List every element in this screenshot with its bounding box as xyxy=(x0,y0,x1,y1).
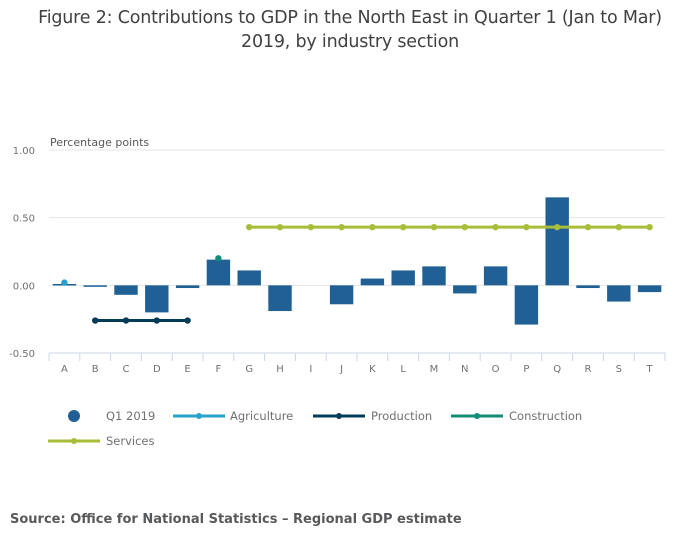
bar xyxy=(545,197,569,286)
source-note: Source: Office for National Statistics –… xyxy=(10,512,462,527)
x-tick-label: N xyxy=(461,364,468,375)
gridlines xyxy=(49,149,665,354)
services-point xyxy=(400,223,407,231)
agriculture-point xyxy=(61,279,68,286)
x-tick-label: R xyxy=(585,364,592,375)
chart-title-line-2: 2019, by industry section xyxy=(241,32,459,52)
x-tick-label: K xyxy=(369,364,376,375)
services-point xyxy=(492,223,499,231)
legend-label-q1-2019: Q1 2019 xyxy=(106,409,155,423)
y-tick-label: 0.00 xyxy=(13,281,35,292)
bar xyxy=(391,270,415,286)
production-point xyxy=(184,317,191,324)
x-tick-label: C xyxy=(123,364,130,375)
x-tick-label: S xyxy=(616,364,622,375)
chart-title-line-1: Figure 2: Contributions to GDP in the No… xyxy=(38,8,662,28)
x-axis: A B C D E F G H I J K L M N O P Q R S T xyxy=(48,352,666,375)
bar xyxy=(422,266,446,286)
x-tick-label: M xyxy=(430,364,439,375)
services-point xyxy=(584,223,592,231)
x-tick-label: B xyxy=(92,364,99,375)
x-tick-label: Q xyxy=(553,364,561,375)
bar xyxy=(237,270,261,286)
services-point xyxy=(554,223,561,231)
x-tick-label: T xyxy=(646,364,654,375)
bar xyxy=(83,285,107,287)
bar xyxy=(514,285,539,325)
bar xyxy=(206,259,231,286)
legend-marker-construction xyxy=(474,413,480,419)
bar xyxy=(483,266,508,286)
x-tick-label: L xyxy=(400,364,406,375)
services-point xyxy=(338,223,345,231)
services-point xyxy=(615,223,622,231)
bar xyxy=(145,285,169,313)
legend-label-services: Services xyxy=(106,434,155,448)
y-axis: 1.00 0.50 0.00 -0.50 xyxy=(9,146,35,360)
x-tick-label: I xyxy=(309,364,312,375)
legend-marker-services xyxy=(71,438,77,444)
services-point xyxy=(430,223,438,231)
line-series xyxy=(61,223,653,324)
services-point xyxy=(369,223,376,231)
services-point xyxy=(461,223,468,231)
bar xyxy=(268,285,292,312)
bar xyxy=(576,285,600,289)
x-tick-label: J xyxy=(339,364,343,375)
x-tick-label: G xyxy=(245,364,253,375)
chart-title: Figure 2: Contributions to GDP in the No… xyxy=(0,6,700,54)
legend-label-construction: Construction xyxy=(509,409,582,423)
bar xyxy=(329,285,354,305)
bar xyxy=(637,285,662,293)
legend: Q1 2019 Agriculture Production Construction… xyxy=(48,409,582,448)
services-point xyxy=(523,223,530,231)
construction-point xyxy=(215,255,222,262)
x-tick-label: A xyxy=(61,364,68,375)
x-tick-label: F xyxy=(216,364,222,375)
y-tick-label: 0.50 xyxy=(13,214,35,225)
services-point xyxy=(246,223,253,231)
bar xyxy=(453,285,477,294)
x-tick-label: E xyxy=(184,364,190,375)
production-point xyxy=(153,317,160,324)
y-tick-label: -0.50 xyxy=(9,349,35,360)
services-point xyxy=(646,223,653,231)
x-tick-label: H xyxy=(276,364,284,375)
services-point xyxy=(276,223,284,231)
x-tick-label: D xyxy=(153,364,161,375)
x-tick-label: O xyxy=(492,364,500,375)
y-axis-title: Percentage points xyxy=(50,136,149,149)
bar xyxy=(114,285,138,295)
legend-label-production: Production xyxy=(371,409,432,423)
bar xyxy=(360,278,385,286)
legend-marker-q1-2019 xyxy=(68,410,80,422)
bar-series xyxy=(52,197,662,325)
x-tick-label: P xyxy=(523,364,529,375)
services-point xyxy=(307,223,314,231)
bar xyxy=(607,285,631,302)
production-point xyxy=(122,317,130,324)
y-tick-label: 1.00 xyxy=(13,146,35,157)
bar xyxy=(175,285,200,289)
legend-marker-production xyxy=(336,413,342,419)
production-point xyxy=(92,317,99,324)
legend-label-agriculture: Agriculture xyxy=(230,409,293,423)
legend-marker-agriculture xyxy=(196,413,202,419)
